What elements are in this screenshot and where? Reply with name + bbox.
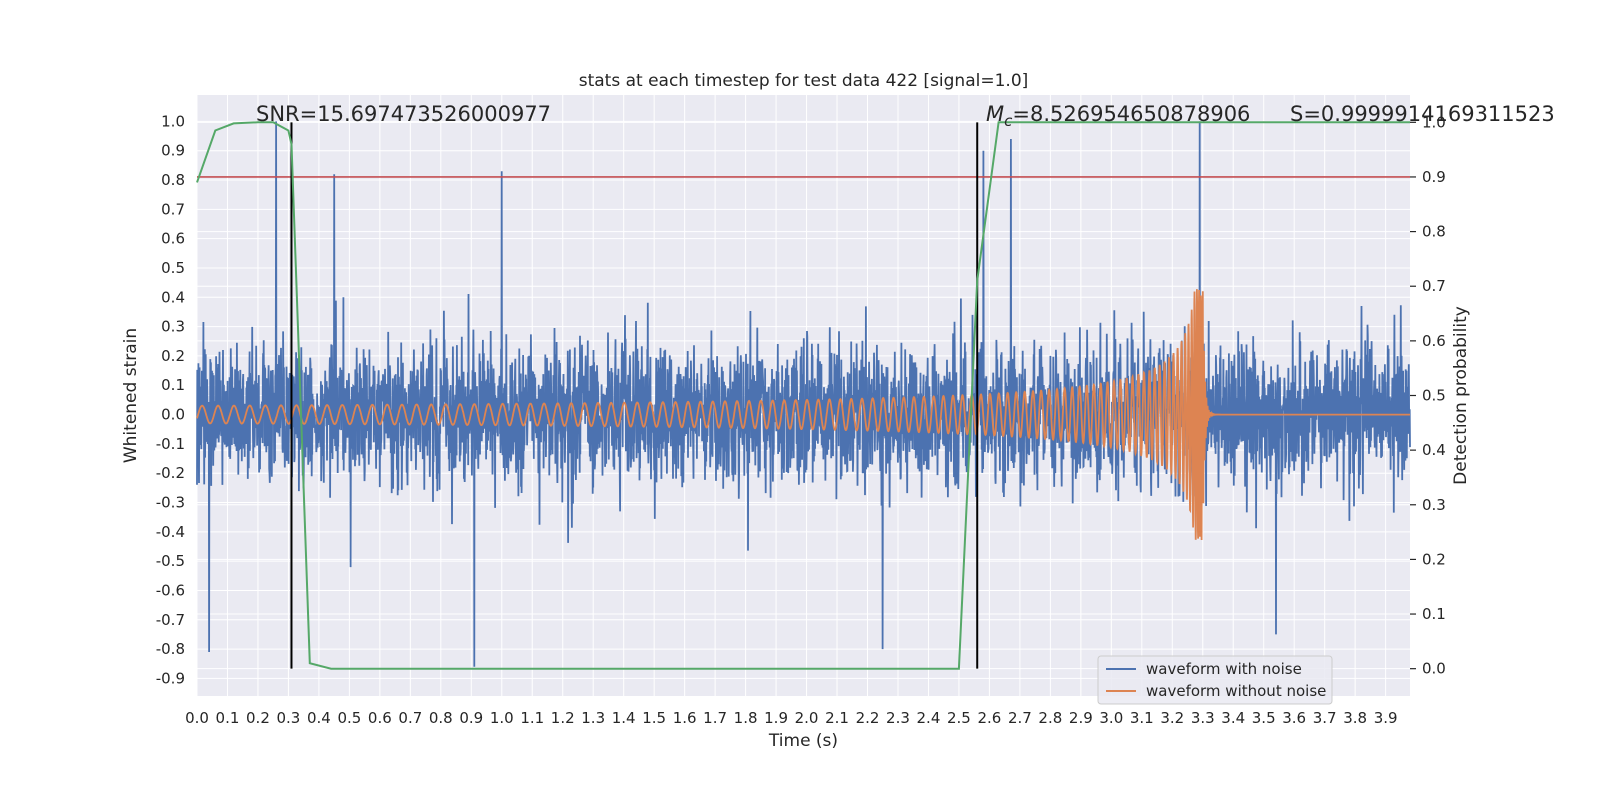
- x-tick-label: 2.4: [917, 709, 941, 727]
- x-tick-label: 3.8: [1343, 709, 1367, 727]
- x-tick-label: 1.1: [520, 709, 544, 727]
- x-tick-label: 0.2: [246, 709, 270, 727]
- y2-tick-label: 0.9: [1422, 168, 1446, 186]
- x-tick-label: 2.2: [856, 709, 880, 727]
- x-tick-label: 1.9: [764, 709, 788, 727]
- legend: waveform with noise waveform without noi…: [1097, 655, 1333, 705]
- x-tick-label: 3.5: [1252, 709, 1276, 727]
- x-tick-label: 0.8: [429, 709, 453, 727]
- x-axis-ticks: 0.0 0.1 0.2 0.3 0.4 0.5 0.6 0.7 0.8 0.9 1.0 1.1 1.2 1…: [185, 709, 1397, 727]
- x-tick-label: 1.4: [612, 709, 636, 727]
- x-tick-label: 1.3: [581, 709, 605, 727]
- detection-score-annotation: S=0.9999914169311523: [1290, 102, 1555, 126]
- x-tick-label: 2.5: [947, 709, 971, 727]
- legend-label-noise: waveform with noise: [1146, 660, 1302, 678]
- x-tick-label: 1.7: [703, 709, 727, 727]
- y2-tick-label: 1.0: [1422, 113, 1446, 131]
- x-tick-label: 0.1: [216, 709, 240, 727]
- x-tick-label: 2.9: [1069, 709, 1093, 727]
- x-tick-label: 3.0: [1099, 709, 1123, 727]
- mc-subscript: c: [1004, 112, 1013, 130]
- x-tick-label: 3.2: [1160, 709, 1184, 727]
- y-tick-label: -0.1: [156, 435, 185, 453]
- y-tick-label: 0.0: [161, 406, 185, 424]
- y2-tick-label: 0.6: [1422, 332, 1446, 350]
- y-tick-label: -0.6: [156, 581, 185, 599]
- y-tick-label: -0.9: [156, 669, 185, 687]
- y-tick-label: -0.8: [156, 640, 185, 658]
- x-tick-label: 0.3: [277, 709, 301, 727]
- x-tick-label: 2.1: [825, 709, 849, 727]
- y-tick-label: -0.7: [156, 611, 185, 629]
- y-tick-label: 1.0: [161, 112, 185, 130]
- x-tick-label: 1.6: [673, 709, 697, 727]
- y-axis-label: Whitened strain: [121, 328, 141, 463]
- y-tick-label: 0.2: [161, 347, 185, 365]
- x-tick-label: 1.5: [642, 709, 666, 727]
- y2-axis-label: Detection probability: [1451, 306, 1471, 485]
- chart-title: stats at each timestep for test data 422…: [579, 71, 1029, 91]
- y2-tick-label: 0.0: [1422, 660, 1446, 678]
- x-tick-label: 2.7: [1008, 709, 1032, 727]
- x-tick-label: 1.0: [490, 709, 514, 727]
- x-tick-label: 0.6: [368, 709, 392, 727]
- legend-label-clean: waveform without noise: [1146, 682, 1326, 700]
- y-tick-label: 0.9: [161, 142, 185, 160]
- x-tick-label: 3.9: [1374, 709, 1398, 727]
- y2-tick-label: 0.1: [1422, 605, 1446, 623]
- x-tick-label: 0.5: [337, 709, 361, 727]
- legend-box: [1097, 655, 1333, 705]
- y-tick-label: 0.5: [161, 259, 185, 277]
- y2-tick-label: 0.5: [1422, 387, 1446, 405]
- x-tick-label: 2.0: [795, 709, 819, 727]
- x-tick-label: 3.7: [1313, 709, 1337, 727]
- y-tick-label: 0.7: [161, 200, 185, 218]
- data-layer: [196, 121, 1411, 670]
- y2-tick-label: 0.2: [1422, 550, 1446, 568]
- x-tick-label: 2.8: [1038, 709, 1062, 727]
- snr-annotation: SNR=15.697473526000977: [256, 102, 551, 126]
- y-tick-label: -0.4: [156, 523, 185, 541]
- y-tick-label: 0.8: [161, 171, 185, 189]
- mc-value: =8.526954650878906: [1012, 102, 1250, 126]
- x-tick-label: 0.0: [185, 709, 209, 727]
- x-tick-label: 3.4: [1221, 709, 1245, 727]
- x-tick-label: 3.1: [1130, 709, 1154, 727]
- x-tick-label: 3.3: [1191, 709, 1215, 727]
- x-tick-label: 0.9: [459, 709, 483, 727]
- y-axis-ticks: 1.0 0.9 0.8 0.7 0.6 0.5 0.4 0.3 0.2 0.1 0.0 -0.1 -0.…: [156, 112, 185, 687]
- y-tick-label: -0.2: [156, 464, 185, 482]
- x-tick-label: 0.4: [307, 709, 331, 727]
- y2-tick-label: 0.7: [1422, 277, 1446, 295]
- y-tick-label: 0.3: [161, 318, 185, 336]
- x-tick-label: 2.3: [886, 709, 910, 727]
- x-axis-label: Time (s): [768, 731, 838, 751]
- y2-tick-label: 0.8: [1422, 223, 1446, 241]
- x-tick-label: 1.8: [734, 709, 758, 727]
- x-tick-label: 3.6: [1282, 709, 1306, 727]
- y2-tick-label: 0.4: [1422, 441, 1446, 459]
- y-tick-label: 0.4: [161, 288, 185, 306]
- chirp-mass-annotation: Mc=8.526954650878906: [986, 102, 1250, 130]
- y2-tick-label: 0.3: [1422, 496, 1446, 514]
- series-detection-probability: [196, 121, 1410, 670]
- y-tick-label: 0.6: [161, 230, 185, 248]
- y-tick-label: -0.3: [156, 494, 185, 512]
- y-tick-label: 0.1: [161, 376, 185, 394]
- x-tick-label: 0.7: [398, 709, 422, 727]
- x-tick-label: 2.6: [977, 709, 1001, 727]
- y-tick-label: -0.5: [156, 552, 185, 570]
- series-waveform-without-noise: [196, 289, 1410, 541]
- mc-symbol: M: [986, 102, 1004, 126]
- x-tick-label: 1.2: [551, 709, 575, 727]
- y2-axis-ticks: 1.0 0.9 0.8 0.7 0.6 0.5 0.4 0.3 0.2 0.1 0.0: [1410, 113, 1446, 678]
